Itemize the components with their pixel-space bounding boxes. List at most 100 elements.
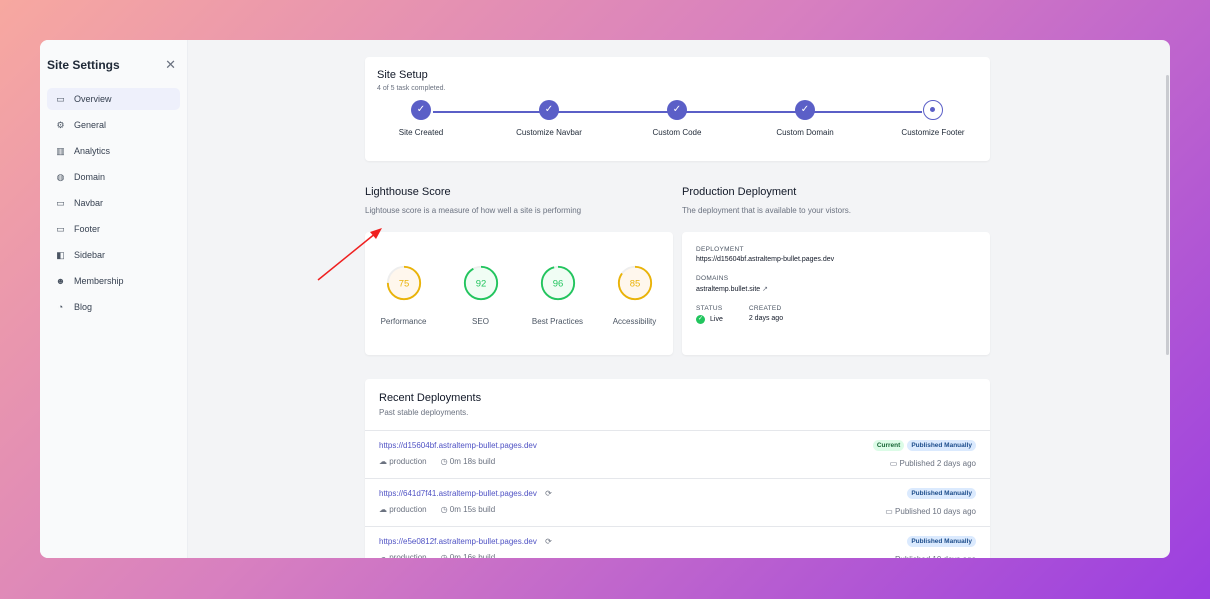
domains-label: DOMAINS xyxy=(696,275,729,282)
current-step-icon xyxy=(923,100,943,120)
environment: ☁ production xyxy=(379,457,427,466)
sidebar-item-label: Blog xyxy=(74,302,93,312)
published-text: Published 2 days ago xyxy=(899,459,977,468)
domain-text: astraltemp.bullet.site xyxy=(696,286,761,293)
production-subtitle: The deployment that is available to your… xyxy=(682,206,851,215)
sidebar-item-blog[interactable]: ◔ Blog xyxy=(47,296,180,318)
users-icon: ☻ xyxy=(55,276,66,286)
external-link-icon[interactable]: ↗ xyxy=(762,286,769,293)
deployment-row: https://d15604bf.astraltemp-bullet.pages… xyxy=(365,431,990,479)
sidebar-item-label: Domain xyxy=(74,172,106,182)
environment-text: production xyxy=(389,505,427,514)
lighthouse-card: 75 Performance 92 SEO 96 Best Practices 85 Acce… xyxy=(365,232,673,355)
layout-footer-icon: ▭ xyxy=(56,223,65,234)
settings-window: Site Settings ✕ ▭ Overview ⚙ General ▥ Analyti… xyxy=(40,40,1170,558)
published-badge: Published Manually xyxy=(907,440,976,451)
setup-step: ✓ Customize Navbar xyxy=(494,100,604,137)
score-label: Performance xyxy=(380,317,427,326)
setup-step: ✓ Site Created xyxy=(366,100,476,137)
status-value: Live xyxy=(710,316,723,323)
published-date: ▭ Published 10 days ago xyxy=(885,507,976,516)
score-label: SEO xyxy=(472,317,489,326)
site-setup-title: Site Setup xyxy=(377,69,428,81)
recent-deployments-card: Recent Deployments Past stable deploymen… xyxy=(365,379,990,558)
build-text: 0m 16s build xyxy=(449,553,496,558)
setup-step: Customize Footer xyxy=(878,100,988,137)
environment-text: production xyxy=(389,553,427,558)
recent-title: Recent Deployments xyxy=(379,392,482,404)
calendar-icon: ▭ xyxy=(889,459,898,468)
check-icon: ✓ xyxy=(795,100,815,120)
build-text: 0m 15s build xyxy=(449,505,496,514)
published-date: ▭ Published 2 days ago xyxy=(890,459,976,468)
sidebar-item-label: Overview xyxy=(74,94,112,104)
lighthouse-title: Lighthouse Score xyxy=(365,186,451,198)
sidebar-item-sidebar[interactable]: ◧ Sidebar xyxy=(47,244,180,266)
step-label: Site Created xyxy=(398,128,444,137)
sidebar-item-analytics[interactable]: ▥ Analytics xyxy=(47,140,180,162)
bar-chart-icon: ▥ xyxy=(56,145,65,156)
gear-icon: ⚙ xyxy=(56,119,65,130)
current-badge: Current xyxy=(872,440,905,451)
site-setup-subtitle: 4 of 5 task completed. xyxy=(377,85,446,92)
deployment-link[interactable]: https://641d7f41.astraltemp-bullet.pages… xyxy=(379,489,537,498)
check-icon: ✓ xyxy=(539,100,559,120)
deployment-link[interactable]: https://e5e0812f.astraltemp-bullet.pages… xyxy=(379,537,537,546)
score-arc xyxy=(540,265,575,301)
build-time: ◷ 0m 16s build xyxy=(441,553,496,558)
step-label: Customize Footer xyxy=(901,128,965,137)
sidebar-item-label: Analytics xyxy=(74,146,111,156)
sidebar-item-domain[interactable]: ◍ Domain xyxy=(47,166,180,188)
environment: ☁ production xyxy=(379,505,427,514)
sidebar-item-footer[interactable]: ▭ Footer xyxy=(47,218,180,240)
close-icon[interactable]: ✕ xyxy=(165,57,176,72)
sidebar-item-general[interactable]: ⚙ General xyxy=(47,114,180,136)
build-time: ◷ 0m 18s build xyxy=(440,457,496,466)
site-setup-card: Site Setup 4 of 5 task completed. ✓ Site … xyxy=(365,57,990,161)
score-value: 85 xyxy=(629,278,640,289)
published-date: ▭ Published 10 days ago xyxy=(885,555,976,558)
published-text: Published 10 days ago xyxy=(895,507,976,516)
score-value: 75 xyxy=(398,278,409,289)
main-content: Site Setup 4 of 5 task completed. ✓ Site … xyxy=(188,40,1170,558)
calendar-icon: ▭ xyxy=(885,507,893,516)
environment-text: production xyxy=(389,457,427,466)
blog-icon: ◔ xyxy=(57,302,64,312)
sidebar-item-label: Membership xyxy=(74,276,124,286)
calendar-icon: ▭ xyxy=(885,555,893,558)
score-gauge: 92 SEO xyxy=(444,264,518,355)
sidebar-item-label: Sidebar xyxy=(74,250,106,260)
redeploy-icon[interactable]: ⟳ xyxy=(545,537,552,546)
scrollbar[interactable] xyxy=(1166,75,1169,355)
status-label: STATUS xyxy=(696,305,723,312)
recent-subtitle: Past stable deployments. xyxy=(379,408,469,417)
setup-stepper: ✓ Site Created ✓ Customize Navbar ✓ Custom Co… xyxy=(377,100,978,160)
layout-sidebar-icon: ◧ xyxy=(56,249,65,260)
score-arc xyxy=(617,265,652,301)
setup-step: ✓ Custom Code xyxy=(622,100,732,137)
redeploy-icon[interactable]: ⟳ xyxy=(545,489,552,498)
production-card: DEPLOYMENT https://d15604bf.astraltemp-b… xyxy=(682,232,990,355)
deployment-row: https://e5e0812f.astraltemp-bullet.pages… xyxy=(365,527,990,558)
domain-link[interactable]: astraltemp.bullet.site ↗ xyxy=(696,285,976,293)
score-gauge: 75 Performance xyxy=(367,264,441,355)
check-icon: ✓ xyxy=(411,100,431,120)
globe-icon: ◍ xyxy=(56,171,65,182)
created-value: 2 days ago xyxy=(748,315,784,322)
sidebar-item-label: General xyxy=(74,120,107,130)
build-time: ◷ 0m 15s build xyxy=(440,505,496,514)
deployment-url[interactable]: https://d15604bf.astraltemp-bullet.pages… xyxy=(696,256,835,263)
environment: ☁ production xyxy=(379,553,427,558)
sidebar-item-membership[interactable]: ☻ Membership xyxy=(47,270,180,292)
score-value: 92 xyxy=(475,278,486,289)
sidebar-item-navbar[interactable]: ▭ Navbar xyxy=(47,192,180,214)
sidebar-item-overview[interactable]: ▭ Overview xyxy=(47,88,180,110)
published-text: Published 10 days ago xyxy=(895,555,976,558)
presentation-chart-icon: ▭ xyxy=(56,93,65,104)
score-value: 96 xyxy=(552,278,563,289)
step-label: Custom Code xyxy=(652,128,702,137)
deployment-link[interactable]: https://d15604bf.astraltemp-bullet.pages… xyxy=(379,441,537,450)
score-label: Best Practices xyxy=(531,317,584,326)
sidebar-item-label: Navbar xyxy=(74,198,104,208)
